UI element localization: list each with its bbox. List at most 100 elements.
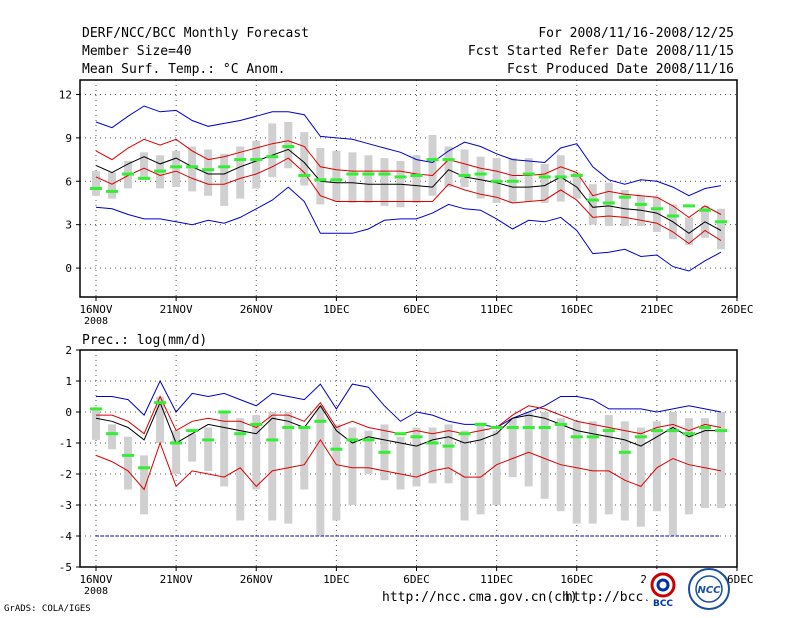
- green-marker: [378, 450, 391, 454]
- green-marker: [266, 438, 279, 442]
- series-upper: [96, 395, 722, 435]
- x-tick-label: 26NOV: [240, 303, 273, 316]
- x-tick-label: 16NOV: [79, 303, 112, 316]
- ensemble-box: [236, 418, 245, 521]
- ensemble-box: [252, 140, 261, 189]
- x-year-label: 2008: [84, 316, 108, 327]
- green-marker: [458, 173, 471, 177]
- green-marker: [682, 432, 695, 436]
- bcc-logo-text: BCC: [653, 599, 673, 608]
- green-marker: [650, 207, 663, 211]
- green-marker: [586, 198, 599, 202]
- green-marker: [506, 426, 519, 429]
- x-tick-label: 11DEC: [480, 573, 513, 586]
- ensemble-box: [348, 152, 357, 203]
- ensemble-box: [220, 153, 229, 206]
- green-marker: [714, 429, 727, 433]
- green-marker: [698, 208, 711, 212]
- series-mean: [95, 148, 722, 234]
- ensemble-box: [444, 146, 453, 188]
- y-tick-label: -4: [59, 530, 73, 543]
- green-marker: [122, 172, 135, 176]
- ensemble-box: [716, 412, 725, 509]
- green-marker: [506, 179, 519, 183]
- ensemble-box: [476, 156, 485, 199]
- green-marker: [634, 435, 647, 439]
- ensemble-box: [188, 146, 197, 192]
- series-upper: [95, 138, 722, 219]
- ensemble-box: [684, 217, 693, 245]
- green-marker: [170, 165, 183, 169]
- x-tick-label: 1DEC: [323, 573, 350, 586]
- ensemble-box: [204, 427, 213, 471]
- green-marker: [218, 410, 231, 414]
- grads-credit: GrADS: COLA/IGES: [4, 604, 91, 614]
- ensemble-box: [364, 155, 373, 203]
- y-tick-label: 3: [65, 219, 72, 232]
- ensemble-box: [636, 427, 645, 527]
- ensemble-box: [124, 436, 133, 490]
- chart-title: DERF/NCC/BCC Monthly Forecast: [82, 26, 309, 41]
- x-tick-label: 26DEC: [720, 303, 753, 316]
- ensemble-box: [652, 421, 661, 512]
- ncc-url[interactable]: http://ncc.cma.gov.cn(ch): [382, 590, 578, 605]
- plot-frame: [79, 349, 738, 568]
- green-marker: [570, 435, 583, 439]
- bcc-url[interactable]: http://bcc.: [565, 590, 652, 605]
- y-tick-label: -3: [59, 499, 72, 512]
- ensemble-box: [220, 412, 229, 487]
- y-tick-label: 6: [65, 175, 72, 188]
- panel-temperature: 0 3 6 9 12 16NOV 21NOV 26NOV 1DEC 6DEC 11DEC 16DEC 2…: [59, 79, 754, 327]
- green-marker: [154, 169, 167, 173]
- forecast-period: For 2008/11/16-2008/12/25: [538, 26, 734, 41]
- ncc-logo: NCC: [688, 568, 730, 610]
- ensemble-box: [316, 147, 325, 205]
- x-tick-label: 6DEC: [403, 573, 430, 586]
- ensemble-box: [444, 424, 453, 484]
- ensemble-box: [492, 430, 501, 505]
- green-marker: [602, 429, 615, 433]
- green-marker: [250, 422, 263, 426]
- ensemble-box: [668, 412, 677, 536]
- green-marker: [538, 175, 551, 179]
- ensemble-box: [172, 430, 181, 474]
- green-marker: [490, 426, 503, 429]
- green-marker: [618, 450, 631, 454]
- ensemble-box: [524, 412, 533, 487]
- green-marker: [698, 426, 711, 429]
- ensemble-box: [540, 412, 549, 499]
- ensemble-box: [348, 427, 357, 505]
- y-tick-label: 1: [65, 375, 72, 388]
- ensemble-box: [652, 197, 661, 232]
- forecast-started-date: Fcst Started Refer Date 2008/11/15: [467, 44, 734, 59]
- x-tick-label: 21NOV: [160, 303, 193, 316]
- y-tick-label: 9: [65, 132, 72, 145]
- precip-variable-label: Prec.: log(mm/d): [82, 333, 207, 348]
- green-marker: [650, 429, 663, 433]
- ncc-logo-icon: NCC: [695, 575, 723, 603]
- ensemble-box: [412, 427, 421, 487]
- ensemble-box: [172, 150, 181, 188]
- green-marker: [410, 173, 423, 177]
- ensemble-box: [716, 208, 725, 250]
- green-marker: [378, 172, 391, 176]
- green-marker: [394, 432, 407, 436]
- x-tick-label: 21DEC: [640, 303, 673, 316]
- y-tick-label: -1: [59, 437, 72, 450]
- y-tick-label: 12: [59, 88, 72, 101]
- ensemble-box: [476, 424, 485, 515]
- green-marker: [90, 187, 102, 190]
- x-tick-label: 6DEC: [403, 303, 430, 316]
- green-marker: [634, 202, 647, 206]
- ensemble-box: [572, 421, 581, 524]
- ensemble-box: [620, 189, 629, 227]
- ensemble-box: [108, 424, 117, 450]
- green-marker: [410, 435, 423, 439]
- green-marker: [522, 172, 535, 176]
- green-marker: [394, 175, 407, 179]
- ncc-logo-text: NCC: [697, 585, 721, 596]
- ensemble-box: [204, 149, 213, 196]
- series-mean: [95, 401, 721, 447]
- ensemble-box: [700, 418, 709, 509]
